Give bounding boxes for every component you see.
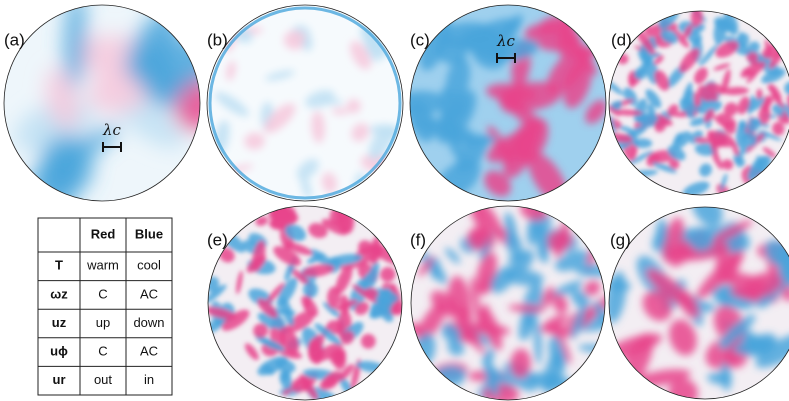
row-label: ωz xyxy=(50,286,68,301)
simulation-panel: (a) xyxy=(4,0,223,225)
simulation-panel: (b) xyxy=(207,5,404,201)
table-header: Blue xyxy=(135,226,163,241)
table-cell: C xyxy=(98,286,107,301)
simulation-panel: (g) xyxy=(600,185,789,401)
row-label: ur xyxy=(53,372,66,387)
table-cell: up xyxy=(96,315,110,330)
field xyxy=(207,5,404,201)
scale-label: λc xyxy=(102,121,122,139)
table-cell: AC xyxy=(140,286,158,301)
figure-canvas: (a) (b) (c) (d) (e) (f) (g) λc λc Red Blue Twarm coo… xyxy=(0,0,789,401)
panel-label: (g) xyxy=(610,230,631,249)
table-cell: out xyxy=(94,372,112,387)
legend-table: Red Blue Twarm cool ωz C AC uz up down uϕ C AC ur out i… xyxy=(38,218,172,395)
simulation-panel: (f) xyxy=(405,194,622,401)
scale-label: λc xyxy=(496,32,516,50)
table-cell: cool xyxy=(137,258,161,273)
field xyxy=(4,0,223,225)
table-cell: AC xyxy=(140,344,158,359)
simulation-panel: (d) xyxy=(600,4,789,200)
panel-label: (c) xyxy=(410,30,430,49)
table-cell: warm xyxy=(86,258,119,273)
panel-label: (d) xyxy=(611,30,632,49)
panel-label: (b) xyxy=(207,30,228,49)
field xyxy=(200,198,407,401)
table-cell: in xyxy=(144,372,154,387)
row-label: uz xyxy=(52,315,67,330)
row-label: T xyxy=(55,258,63,273)
table-cell: down xyxy=(133,315,164,330)
field xyxy=(600,185,789,401)
simulation-panel: (e) xyxy=(200,198,407,401)
row-label: uϕ xyxy=(50,344,68,359)
panel-label: (f) xyxy=(410,230,426,249)
table-border xyxy=(38,218,172,395)
table-header: Red xyxy=(91,226,116,241)
table-cell: C xyxy=(98,344,107,359)
panel-label: (e) xyxy=(207,230,228,249)
figure: (a) (b) (c) (d) (e) (f) (g) λc λc Red Blue Twarm coo… xyxy=(0,0,789,401)
panel-label: (a) xyxy=(4,30,25,49)
